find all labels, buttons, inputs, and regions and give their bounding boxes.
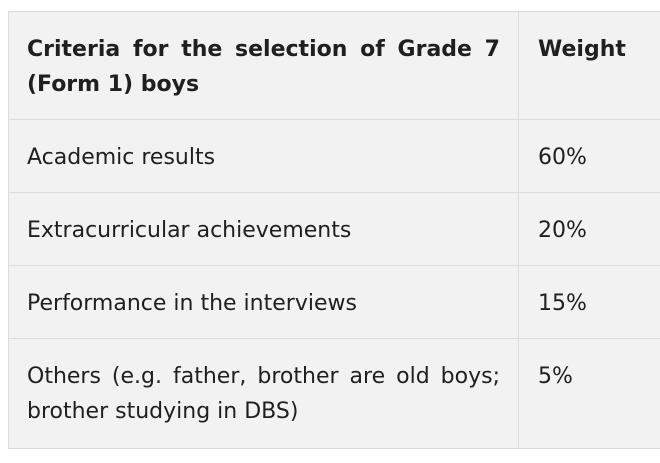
table-row: Extracurricular achievements 20% xyxy=(8,192,660,266)
weight-cell: 20% xyxy=(518,192,660,266)
weight-cell: 5% xyxy=(518,338,660,449)
table-row: Academic results 60% xyxy=(8,119,660,193)
criteria-cell: Academic results xyxy=(8,119,519,193)
weight-cell: 60% xyxy=(518,119,660,193)
table-header-row: Criteria for the selection of Grade 7 (F… xyxy=(8,11,660,120)
criteria-cell: Others (e.g. father, brother are old boy… xyxy=(8,338,519,449)
selection-criteria-table-wrapper: Criteria for the selection of Grade 7 (F… xyxy=(8,11,660,449)
weight-column-header: Weight xyxy=(518,11,660,120)
table-row: Performance in the interviews 15% xyxy=(8,265,660,339)
table-row: Others (e.g. father, brother are old boy… xyxy=(8,338,660,449)
criteria-cell: Performance in the interviews xyxy=(8,265,519,339)
criteria-cell: Extracurricular achievements xyxy=(8,192,519,266)
criteria-column-header: Criteria for the selection of Grade 7 (F… xyxy=(8,11,519,120)
selection-criteria-table: Criteria for the selection of Grade 7 (F… xyxy=(8,11,660,449)
weight-cell: 15% xyxy=(518,265,660,339)
